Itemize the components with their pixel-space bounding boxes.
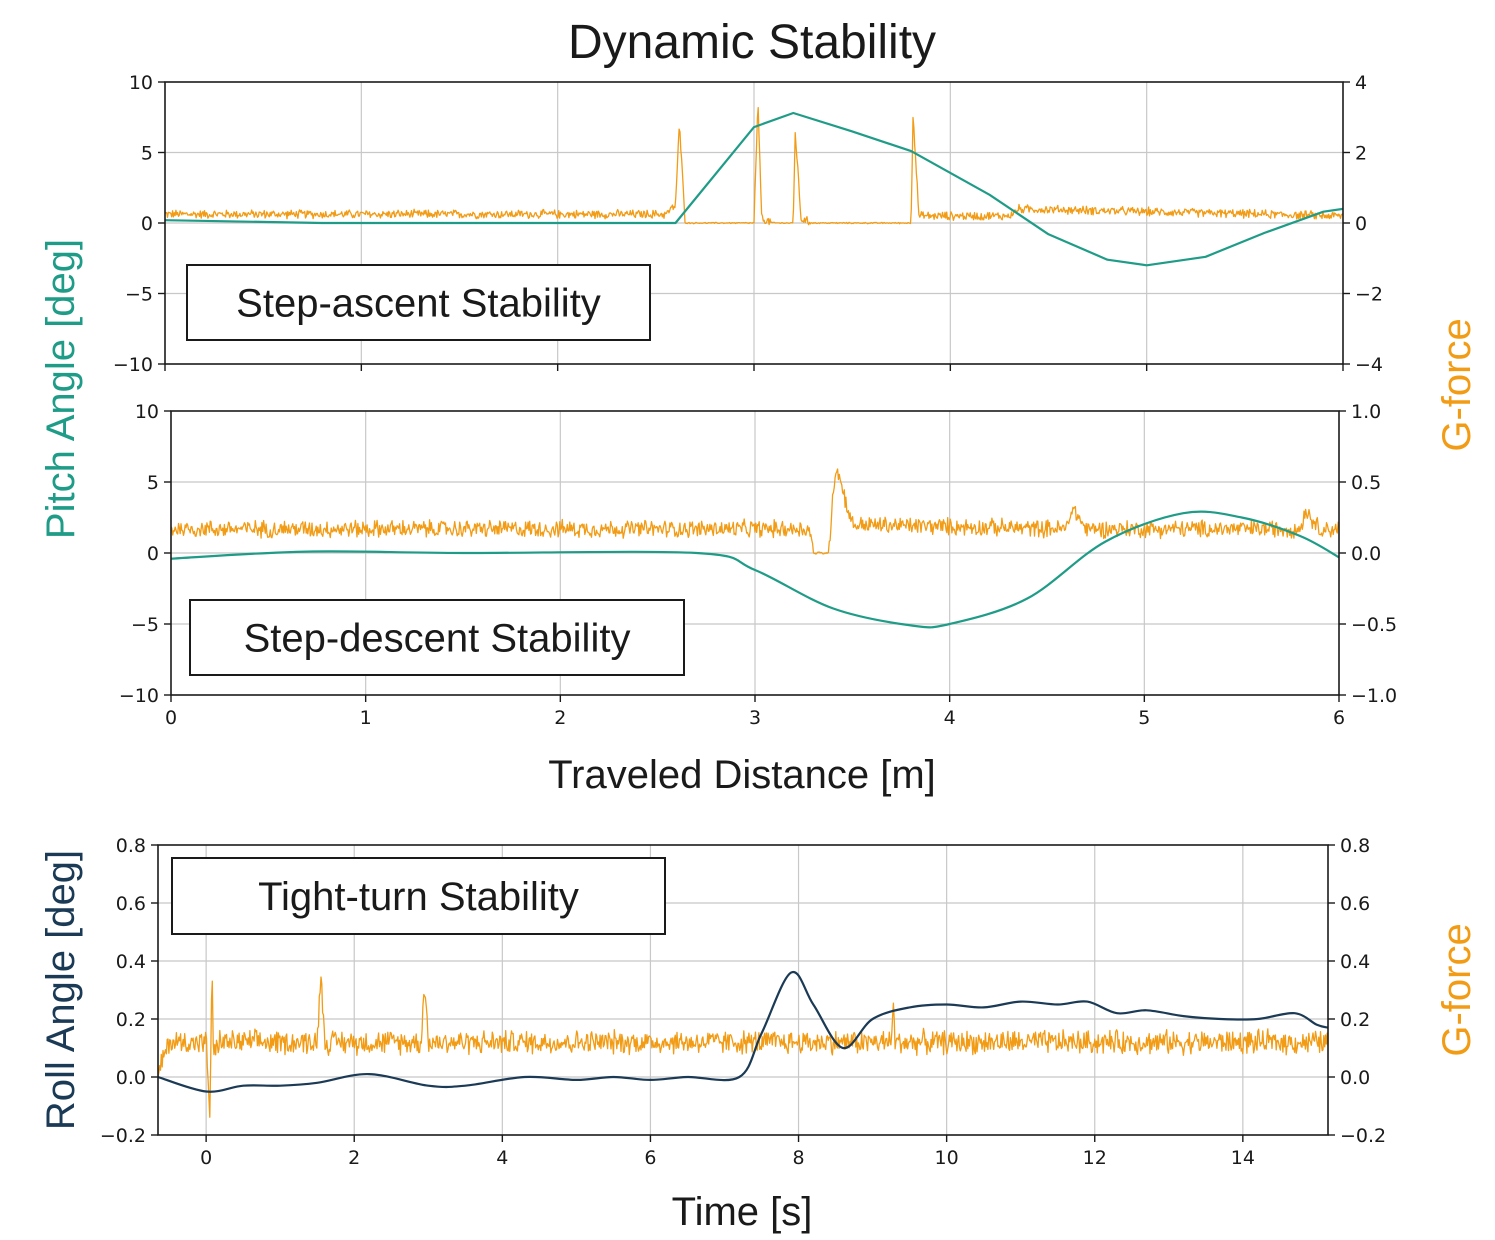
y-left-tick-label: 0.8	[116, 835, 146, 857]
distance-xlabel: Traveled Distance [m]	[548, 753, 936, 797]
x-tick-label: 2	[554, 707, 566, 729]
y-left-tick-label: 0.4	[116, 951, 146, 973]
x-tick-label: 6	[1333, 707, 1345, 729]
x-tick-label: 6	[644, 1147, 656, 1169]
y-right-tick-label: −4	[1355, 354, 1383, 376]
y-right-tick-label: −0.2	[1340, 1125, 1386, 1147]
annotation-label: Tight-turn Stability	[258, 875, 579, 919]
x-tick-label: 14	[1231, 1147, 1255, 1169]
y-left-tick-label: 5	[141, 143, 153, 165]
plot-frame	[157, 844, 1329, 1136]
y-right-tick-label: 0.5	[1351, 472, 1381, 494]
g-force-series-line	[158, 976, 1328, 1118]
y-right-tick-label: 0.0	[1340, 1067, 1370, 1089]
x-tick-label: 10	[935, 1147, 959, 1169]
x-tick-label: 5	[1138, 707, 1150, 729]
plot-area	[171, 468, 1339, 629]
tight-turn-panel: 0 2 4 6 8 10 12 14 0.8 0.6 0.4 0.2 0.0 −0.2 0.8 0.6 0.4 0…	[100, 835, 1386, 1169]
y-right-tick-label: −0.5	[1351, 614, 1397, 636]
time-xlabel: Time [s]	[672, 1190, 813, 1234]
x-tick-label: 1	[360, 707, 372, 729]
pitch-angle-ylabel: Pitch Angle [deg]	[39, 239, 83, 539]
x-tick-label: 8	[792, 1147, 804, 1169]
y-right-tick-label: 0.6	[1340, 893, 1370, 915]
roll-angle-series-line	[158, 970, 1328, 1093]
y-left-tick-label: 0.6	[116, 893, 146, 915]
y-left-tick-label: 0.2	[116, 1009, 146, 1031]
annotation-label: Step-ascent Stability	[236, 282, 601, 326]
x-tick-label: 3	[749, 707, 761, 729]
x-tick-label: 12	[1083, 1147, 1107, 1169]
gforce-ylabel-top: G-force	[1435, 318, 1479, 451]
y-right-tick-label: 0	[1355, 213, 1367, 235]
y-right-tick-label: −1.0	[1351, 685, 1397, 707]
y-left-tick-label: −5	[131, 614, 159, 636]
y-left-tick-label: 0.0	[116, 1067, 146, 1089]
roll-angle-ylabel: Roll Angle [deg]	[39, 850, 83, 1130]
plot-area	[165, 107, 1343, 267]
y-left-tick-label: −0.2	[100, 1125, 146, 1147]
step-ascent-panel: 10 5 0 −5 −10 4 2 0 −2 −4 Step-ascent Stability	[113, 72, 1383, 376]
g-force-series-line	[165, 107, 1343, 226]
x-tick-label: 2	[348, 1147, 360, 1169]
annotation-box	[189, 599, 685, 676]
y-left-tick-label: 10	[135, 401, 159, 423]
pitch-angle-series-line	[165, 111, 1343, 267]
x-tick-label: 4	[944, 707, 956, 729]
annotation-label: Step-descent Stability	[244, 617, 631, 661]
plot-area	[158, 970, 1328, 1118]
x-tick-label: 0	[165, 707, 177, 729]
y-right-tick-label: 4	[1355, 72, 1367, 94]
y-right-tick-label: 0.0	[1351, 543, 1381, 565]
y-right-tick-label: 0.8	[1340, 835, 1370, 857]
annotation-box	[186, 264, 651, 341]
g-force-series-line	[171, 468, 1339, 555]
y-left-tick-label: −10	[119, 685, 159, 707]
grid-lines	[158, 845, 1328, 1135]
y-left-tick-label: −10	[113, 354, 153, 376]
x-tick-label: 4	[496, 1147, 508, 1169]
step-descent-panel: 0 1 2 3 4 5 6 10 5 0 −5 −10 1.0 0.5 0.0 −0.5 −1.0 Step-de…	[119, 401, 1397, 729]
y-left-tick-label: 10	[129, 72, 153, 94]
annotation-box	[171, 857, 666, 935]
pitch-angle-series-line	[171, 510, 1339, 629]
y-left-tick-label: 5	[147, 472, 159, 494]
y-right-tick-label: −2	[1355, 284, 1383, 306]
x-tick-label: 0	[200, 1147, 212, 1169]
y-left-tick-label: 0	[141, 213, 153, 235]
y-right-tick-label: 1.0	[1351, 401, 1381, 423]
y-right-tick-label: 0.2	[1340, 1009, 1370, 1031]
gforce-ylabel-bottom: G-force	[1435, 923, 1479, 1056]
y-left-tick-label: 0	[147, 543, 159, 565]
y-left-tick-label: −5	[125, 284, 153, 306]
y-right-tick-label: 2	[1355, 143, 1367, 165]
y-right-tick-label: 0.4	[1340, 951, 1370, 973]
figure-title: Dynamic Stability	[568, 16, 936, 69]
